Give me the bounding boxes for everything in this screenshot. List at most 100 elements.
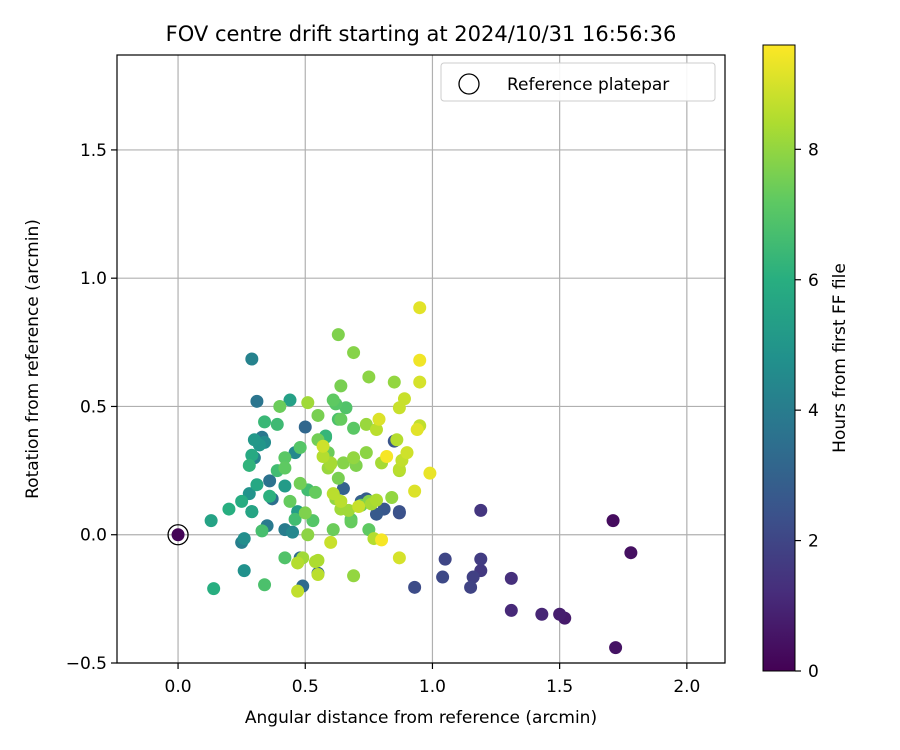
data-point: [535, 607, 549, 621]
colorbar: 0 2 4 6 8 Hours from first FF file: [762, 44, 850, 682]
data-point: [553, 607, 567, 621]
data-point: [263, 489, 277, 503]
x-tick-label: 2.0: [673, 677, 700, 697]
data-point: [423, 466, 437, 480]
reference-marker: [167, 524, 189, 546]
data-point: [278, 551, 292, 565]
data-point: [258, 415, 272, 429]
data-point: [392, 505, 406, 519]
data-point: [362, 370, 376, 384]
data-point: [359, 417, 373, 431]
data-point: [207, 582, 221, 596]
data-point: [270, 417, 284, 431]
data-point: [347, 451, 361, 465]
data-point: [390, 433, 404, 447]
data-point: [324, 535, 338, 549]
data-point: [504, 603, 518, 617]
colorbar-tick-label: 4: [808, 401, 819, 421]
data-point: [237, 564, 251, 578]
x-tick-label: 1.0: [419, 677, 446, 697]
data-point: [372, 412, 386, 426]
data-point: [336, 456, 350, 470]
x-tick-label: 0.5: [292, 677, 319, 697]
data-point: [397, 392, 411, 406]
data-point: [263, 474, 277, 488]
y-tick-label: 0.0: [80, 526, 107, 546]
data-point: [339, 401, 353, 415]
colorbar-tick-label: 0: [808, 662, 819, 682]
data-point: [245, 505, 259, 519]
data-point: [291, 584, 305, 598]
data-point: [298, 420, 312, 434]
data-point: [474, 552, 488, 566]
x-tick-label: 1.5: [546, 677, 573, 697]
data-point: [250, 478, 264, 492]
legend-box: [440, 62, 716, 102]
data-point: [413, 301, 427, 315]
y-tick-label: 1.0: [80, 269, 107, 289]
colorbar-tick-label: 6: [808, 271, 819, 291]
data-point: [311, 553, 325, 567]
data-point: [464, 580, 478, 594]
data-point: [308, 485, 322, 499]
data-point: [293, 441, 307, 455]
data-point: [410, 423, 424, 437]
data-point: [344, 515, 358, 529]
data-point: [247, 433, 261, 447]
y-tick-label: −0.5: [66, 654, 107, 674]
x-tick-label: 0.0: [165, 677, 192, 697]
data-point: [413, 375, 427, 389]
y-tick-label: 1.5: [80, 141, 107, 161]
data-point: [387, 375, 401, 389]
data-point: [369, 493, 383, 507]
axis-ticks: 0.0 0.5 1.0 1.5 2.0 −0.5 0.0 0.5 1.0 1.5: [66, 141, 701, 697]
data-point: [334, 494, 348, 508]
data-point: [311, 408, 325, 422]
y-tick-label: 0.5: [80, 397, 107, 417]
data-point: [466, 570, 480, 584]
data-point: [347, 421, 361, 435]
data-point: [301, 396, 315, 410]
data-point: [341, 503, 355, 517]
data-point: [286, 525, 300, 539]
data-point: [301, 528, 315, 542]
data-point: [291, 556, 305, 570]
data-point: [392, 551, 406, 565]
y-axis-label: Rotation from reference (arcmin): [23, 219, 43, 499]
data-point: [438, 552, 452, 566]
plot-frame: [116, 54, 726, 664]
data-point: [283, 393, 297, 407]
data-point: [283, 494, 297, 508]
data-point: [278, 479, 292, 493]
data-point: [326, 523, 340, 537]
data-point: [237, 532, 251, 546]
data-point: [245, 352, 259, 366]
data-point: [606, 514, 620, 528]
data-point: [413, 353, 427, 367]
data-point: [474, 503, 488, 517]
legend-marker-icon: [458, 73, 480, 95]
legend-label: Reference platepar: [507, 75, 669, 95]
x-axis-label: Angular distance from reference (arcmin): [245, 708, 597, 728]
data-point: [204, 514, 218, 528]
data-point: [609, 641, 623, 655]
colorbar-ticks: 0 2 4 6 8: [795, 140, 819, 682]
scatter-points: [167, 301, 638, 655]
data-point: [255, 524, 269, 538]
data-point: [278, 461, 292, 475]
data-point: [293, 476, 307, 490]
data-point: [624, 546, 638, 560]
colorbar-tick-label: 8: [808, 140, 819, 160]
data-point: [359, 446, 373, 460]
data-point: [369, 507, 383, 521]
data-point: [311, 567, 325, 581]
data-point: [331, 471, 345, 485]
data-point: [408, 580, 422, 594]
data-point: [298, 506, 312, 520]
data-point: [316, 449, 330, 463]
data-point: [347, 569, 361, 583]
data-point: [258, 578, 272, 592]
data-point: [326, 393, 340, 407]
data-point: [331, 328, 345, 342]
data-point: [242, 458, 256, 472]
